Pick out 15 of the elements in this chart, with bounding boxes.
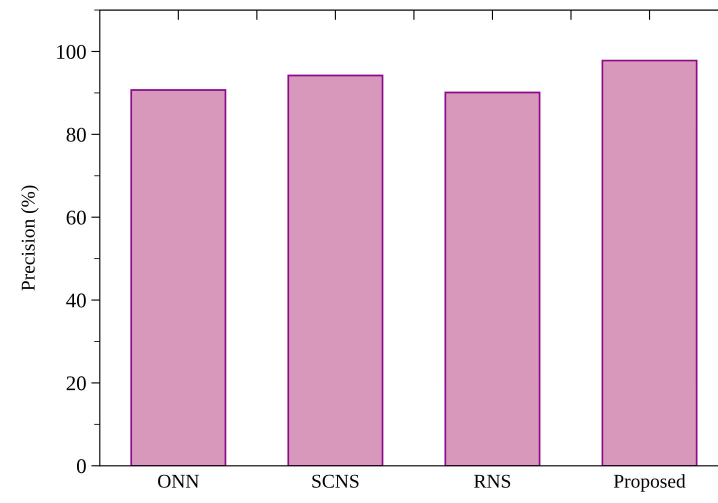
y-tick-label: 40	[66, 293, 86, 308]
bar	[444, 92, 540, 466]
bar	[602, 60, 698, 466]
y-tick-label: 0	[76, 459, 86, 474]
y-tick-label: 100	[57, 44, 86, 59]
y-tick-label: 80	[66, 128, 86, 142]
x-tick-label: ONN	[158, 474, 199, 488]
bar	[130, 89, 226, 466]
y-tick-label: 60	[66, 210, 86, 225]
x-tick-label: RNS	[474, 474, 510, 488]
x-tick-label: SCNS	[312, 474, 359, 488]
x-tick-label: Proposed	[614, 474, 686, 492]
y-axis-title: Precision (%)	[21, 186, 39, 291]
y-tick-label: 20	[66, 376, 86, 390]
bar	[287, 74, 384, 466]
